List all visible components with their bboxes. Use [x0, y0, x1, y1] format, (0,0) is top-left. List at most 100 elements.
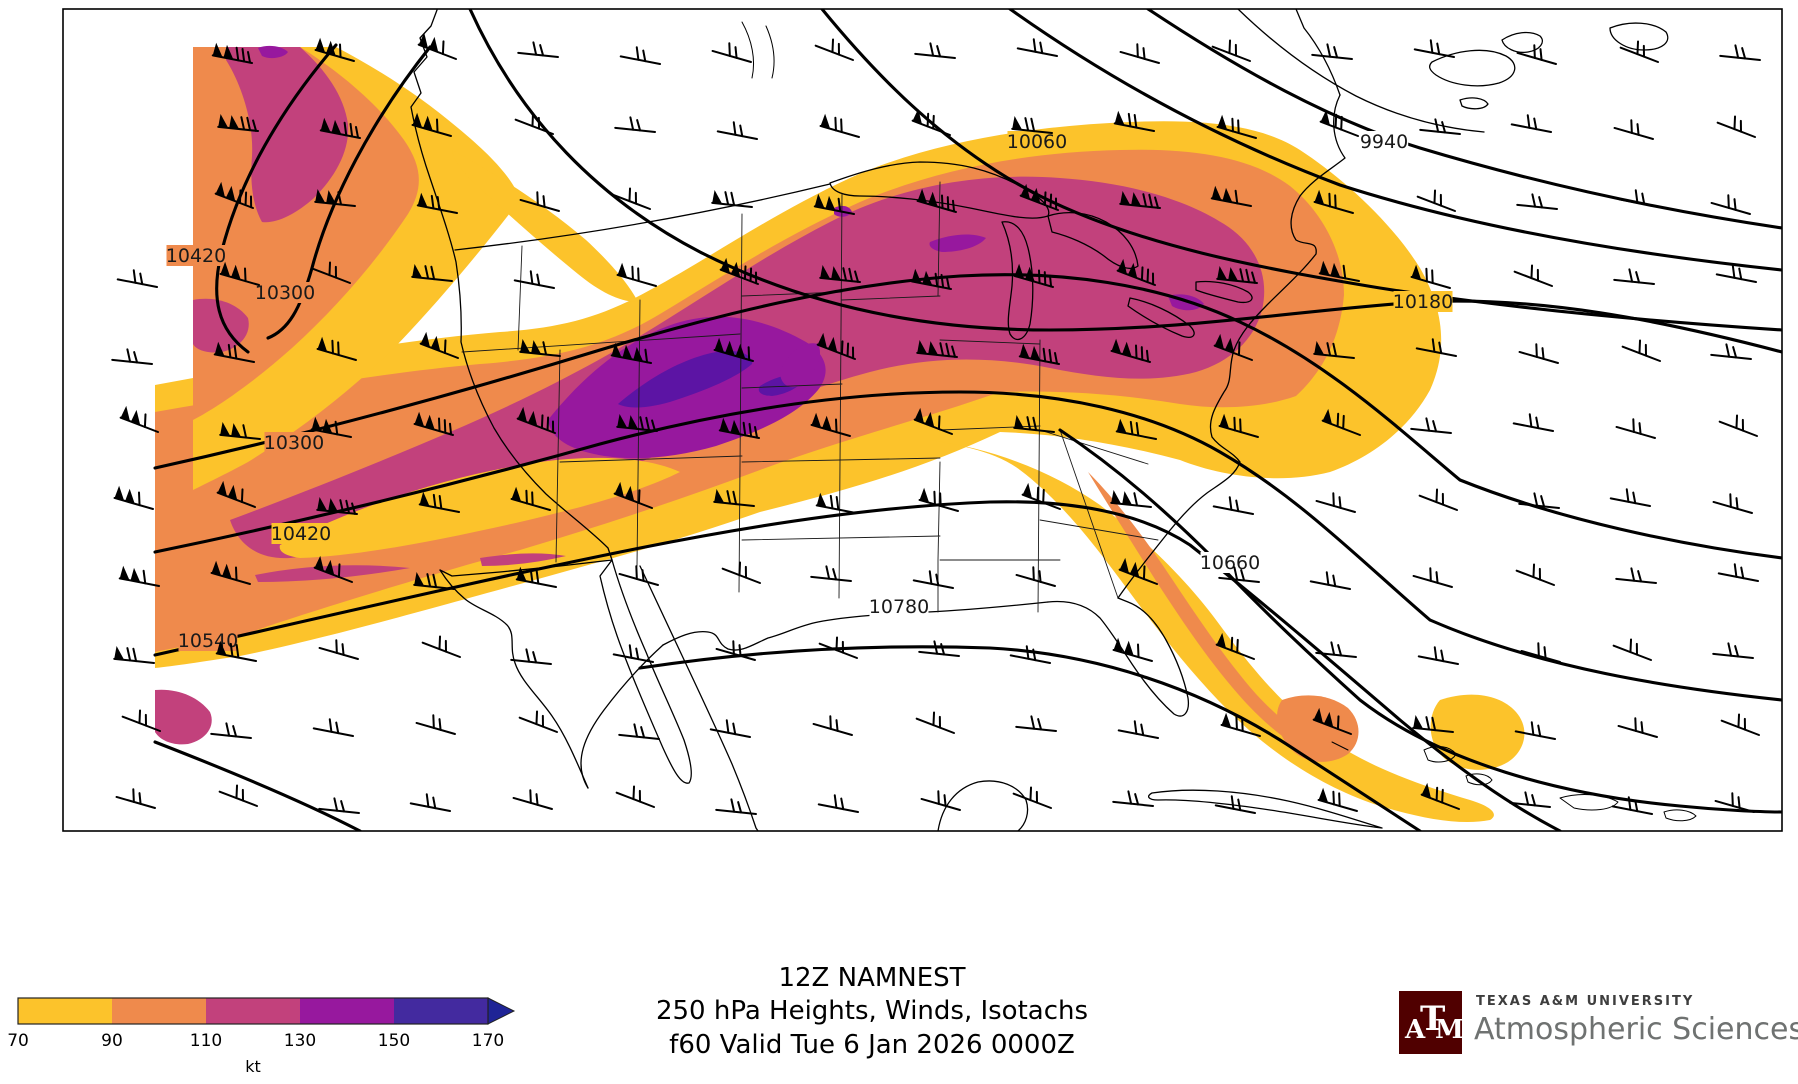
isotach-fill-90kt-nw	[193, 47, 419, 420]
wind-barb-pennant	[119, 565, 130, 581]
wind-barb	[1515, 563, 1555, 586]
wind-barb-staff	[614, 126, 656, 133]
wind-barb	[716, 121, 758, 140]
wind-barb-pennant	[419, 491, 430, 507]
wind-barb-tick	[724, 191, 730, 206]
wind-barb-tick	[928, 570, 933, 585]
wind-barb-staff	[1012, 792, 1052, 809]
wind-barb-tick	[1436, 42, 1441, 56]
wind-barb-tick	[1538, 196, 1544, 209]
wind-barb	[612, 644, 654, 663]
wind-barb-tick	[1134, 793, 1140, 806]
wind-barb-staff	[518, 716, 558, 733]
wind-barb-tick	[632, 785, 636, 801]
wind-barb	[217, 113, 259, 132]
wind-barb	[618, 565, 659, 586]
wind-barb-tick	[738, 561, 742, 577]
wind-barb-pennant	[1314, 340, 1325, 355]
contour-label: 10060	[1007, 131, 1067, 153]
wind-barb	[1015, 566, 1056, 587]
wind-barb-tick	[742, 421, 747, 437]
wind-barb-staff	[1317, 798, 1358, 812]
wind-barb-tick	[728, 42, 731, 57]
wind-barb-staff	[1309, 580, 1351, 590]
wind-barb-pennant	[928, 341, 939, 356]
wind-barb	[416, 192, 458, 214]
wind-barb-tick	[139, 272, 144, 286]
wind-barb-tick	[1634, 717, 1637, 732]
wind-barb	[1315, 641, 1357, 658]
wind-barb	[314, 188, 356, 207]
wind-barb-tick	[937, 415, 941, 430]
wind-barb-pennant	[817, 332, 827, 349]
wind-barb	[1011, 115, 1053, 134]
wind-barb	[920, 790, 961, 811]
wind-barb-tick	[132, 647, 138, 663]
wind-barb-tick	[951, 345, 957, 358]
colorbar-segments	[18, 998, 488, 1024]
wind-barb-tick	[1632, 418, 1635, 433]
wind-barb-tick	[1239, 268, 1245, 283]
wind-barb-tick	[730, 191, 736, 207]
wind-barb-tick	[1026, 416, 1032, 431]
wind-barb-tick	[424, 265, 430, 280]
coastline-st-lawrence	[1237, 9, 1485, 133]
wind-barb-tick	[1634, 799, 1639, 813]
wind-barb-tick	[1434, 118, 1440, 133]
wind-barb-tick	[339, 499, 345, 514]
wind-barb	[1112, 790, 1154, 807]
wind-barb-staff	[517, 51, 559, 58]
wind-barb	[1621, 339, 1661, 362]
wind-barb-tick	[1024, 117, 1030, 132]
wind-barb-pennant	[1217, 265, 1228, 280]
wind-barb-pennant	[412, 263, 423, 278]
wind-barb-tick	[946, 196, 950, 211]
wind-barb-tick	[335, 721, 340, 735]
wind-barb-pennant	[217, 480, 227, 497]
wind-barb-tick	[443, 339, 447, 354]
wind-barb	[413, 411, 454, 436]
wind-barb-tick	[443, 419, 447, 434]
wind-barb-pennant	[928, 191, 938, 207]
wind-barb-tick	[1441, 788, 1444, 804]
wind-barb-tick	[1441, 121, 1447, 134]
wind-barb-pennant	[517, 406, 527, 423]
wind-barb-tick	[1433, 189, 1437, 205]
wind-barb-tick	[946, 277, 951, 290]
wind-barb-tick	[1743, 717, 1746, 731]
wind-barb	[611, 187, 651, 210]
coastline-mexico-mainland	[639, 565, 759, 831]
wind-barb	[1216, 114, 1257, 139]
contour-10180	[468, 9, 1782, 354]
wind-barb-staff	[1611, 805, 1653, 815]
wind-barb-tick	[331, 339, 334, 355]
wind-barb-tick	[126, 348, 132, 363]
wind-barb-pennant	[1216, 632, 1226, 649]
wind-barb-tick	[541, 714, 544, 728]
wind-barb-staff	[1715, 273, 1757, 283]
wind-barb	[210, 560, 251, 585]
wind-barb	[113, 645, 155, 664]
wind-barb	[1715, 264, 1757, 283]
wind-barb-tick	[833, 794, 838, 809]
wind-barb	[316, 336, 357, 361]
wind-barb-pennant	[1228, 267, 1239, 282]
wind-barb-pennant	[1111, 489, 1122, 504]
wind-barb	[519, 338, 561, 357]
wind-barb	[915, 711, 955, 734]
contour-sw-corner	[153, 740, 362, 831]
wind-barb	[1619, 40, 1659, 63]
wind-barb-tick	[636, 119, 642, 132]
wind-barb-tick	[525, 648, 531, 663]
colorbar-tick-label: 170	[472, 1031, 504, 1051]
wind-barb-staff	[1216, 277, 1258, 284]
border-us-canada	[454, 183, 831, 251]
wind-barb-staff	[415, 721, 456, 735]
wind-barb-tick	[933, 640, 939, 655]
wind-barb-tick	[1032, 566, 1035, 581]
wind-barb-staff	[218, 790, 258, 807]
wind-barb-tick	[1536, 268, 1539, 282]
wind-barb	[417, 32, 457, 60]
wind-barb-tick	[1735, 414, 1739, 430]
isotach-fill-70kt-tongue	[279, 457, 680, 558]
